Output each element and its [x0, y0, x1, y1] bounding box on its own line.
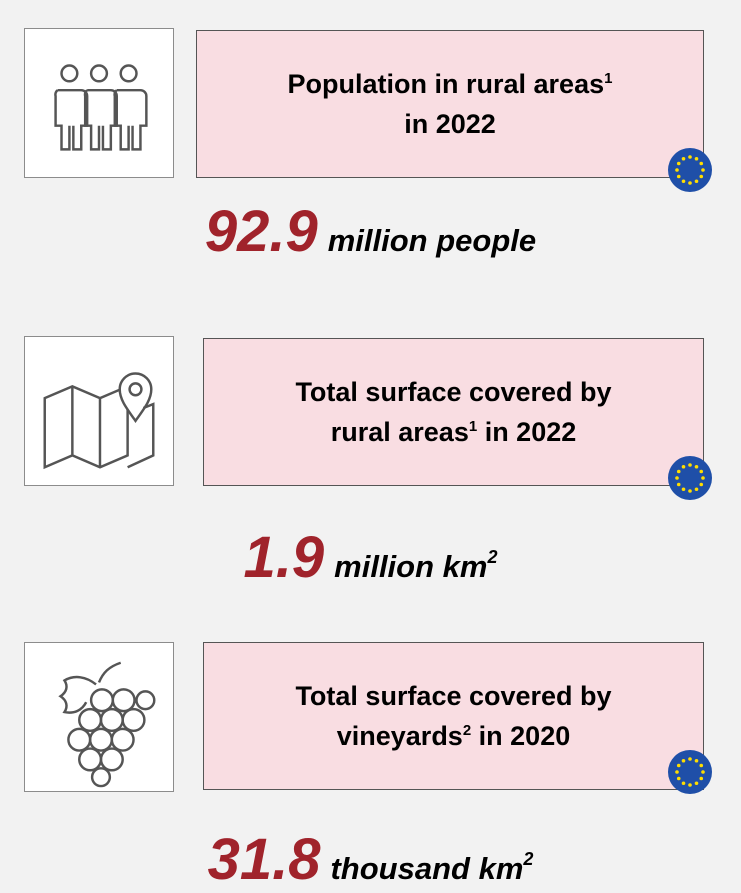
- unit-text: thousand km: [330, 851, 524, 886]
- flag-star: [676, 161, 681, 166]
- flag-star: [694, 487, 699, 492]
- flag-star: [699, 763, 704, 768]
- title-text: vineyards: [336, 721, 463, 751]
- flag-star: [699, 161, 704, 166]
- title: Total surface covered by rural areas1 in …: [295, 372, 611, 452]
- flag-star: [681, 758, 686, 763]
- flag-star: [694, 464, 699, 469]
- title-box: Total surface covered by rural areas1 in …: [203, 338, 704, 486]
- unit-text: million km: [334, 549, 488, 584]
- map-icon-box: [24, 336, 174, 486]
- flag-star: [681, 179, 686, 184]
- title-text: Total surface covered by: [295, 377, 612, 407]
- title: Population in rural areas1 in 2022: [288, 64, 613, 144]
- unit: million km2: [334, 547, 498, 584]
- unit: million people: [327, 223, 537, 258]
- flag-star: [701, 476, 705, 480]
- title-box: Total surface covered by vineyards2 in 20…: [203, 642, 704, 790]
- grape-icon: [58, 661, 156, 788]
- eu-flag: [668, 148, 712, 192]
- eu-flag: [668, 456, 712, 500]
- flag-circle: [668, 148, 712, 192]
- footnote: 1: [468, 418, 478, 435]
- title-box: Population in rural areas1 in 2022: [196, 30, 704, 178]
- flag-circle: [668, 750, 712, 794]
- flag-star: [681, 487, 686, 492]
- people-icon-box: [24, 28, 174, 178]
- flag-star: [675, 476, 679, 480]
- figure: 92.9 million people: [0, 198, 741, 265]
- title-text: in 2020: [471, 721, 571, 751]
- flag-circle: [668, 456, 712, 500]
- eu-flag: [668, 750, 712, 794]
- flag-star: [701, 168, 705, 172]
- flag-star: [694, 758, 699, 763]
- flag-star: [688, 757, 692, 761]
- flag-star: [681, 464, 686, 469]
- title-text: Total surface covered by: [295, 681, 612, 711]
- figure: 1.9 million km2: [0, 524, 741, 591]
- title-text: Population in rural areas: [287, 69, 605, 99]
- unit-power: 2: [523, 849, 534, 869]
- value: 31.8: [207, 827, 321, 892]
- flag-star: [694, 179, 699, 184]
- flag-star: [676, 776, 681, 781]
- grape-icon-box: [24, 642, 174, 792]
- footnote: 2: [462, 722, 472, 739]
- flag-star: [694, 781, 699, 786]
- flag-star: [676, 174, 681, 179]
- value: 1.9: [243, 525, 325, 590]
- flag-star: [699, 776, 704, 781]
- flag-star: [676, 469, 681, 474]
- flag-star: [675, 168, 679, 172]
- flag-star: [681, 156, 686, 161]
- figure: 31.8 thousand km2: [0, 826, 741, 893]
- flag-star: [699, 469, 704, 474]
- unit: thousand km2: [330, 849, 534, 886]
- unit-power: 2: [487, 547, 498, 567]
- flag-star: [675, 770, 679, 774]
- value: 92.9: [204, 199, 318, 264]
- flag-star: [688, 155, 692, 159]
- flag-star: [688, 489, 692, 493]
- flag-star: [688, 783, 692, 787]
- flag-star: [688, 181, 692, 185]
- title-text: in 2022: [477, 417, 577, 447]
- flag-star: [681, 781, 686, 786]
- title-text: rural areas: [330, 417, 469, 447]
- people-icon: [54, 64, 148, 151]
- flag-star: [676, 482, 681, 487]
- flag-star: [694, 156, 699, 161]
- flag-star: [701, 770, 705, 774]
- flag-star: [676, 763, 681, 768]
- title: Total surface covered by vineyards2 in 20…: [295, 676, 611, 756]
- footnote: 1: [604, 70, 613, 87]
- map-icon: [43, 372, 155, 470]
- flag-star: [699, 174, 704, 179]
- flag-star: [699, 482, 704, 487]
- title-text: in 2022: [404, 109, 496, 139]
- flag-star: [688, 463, 692, 467]
